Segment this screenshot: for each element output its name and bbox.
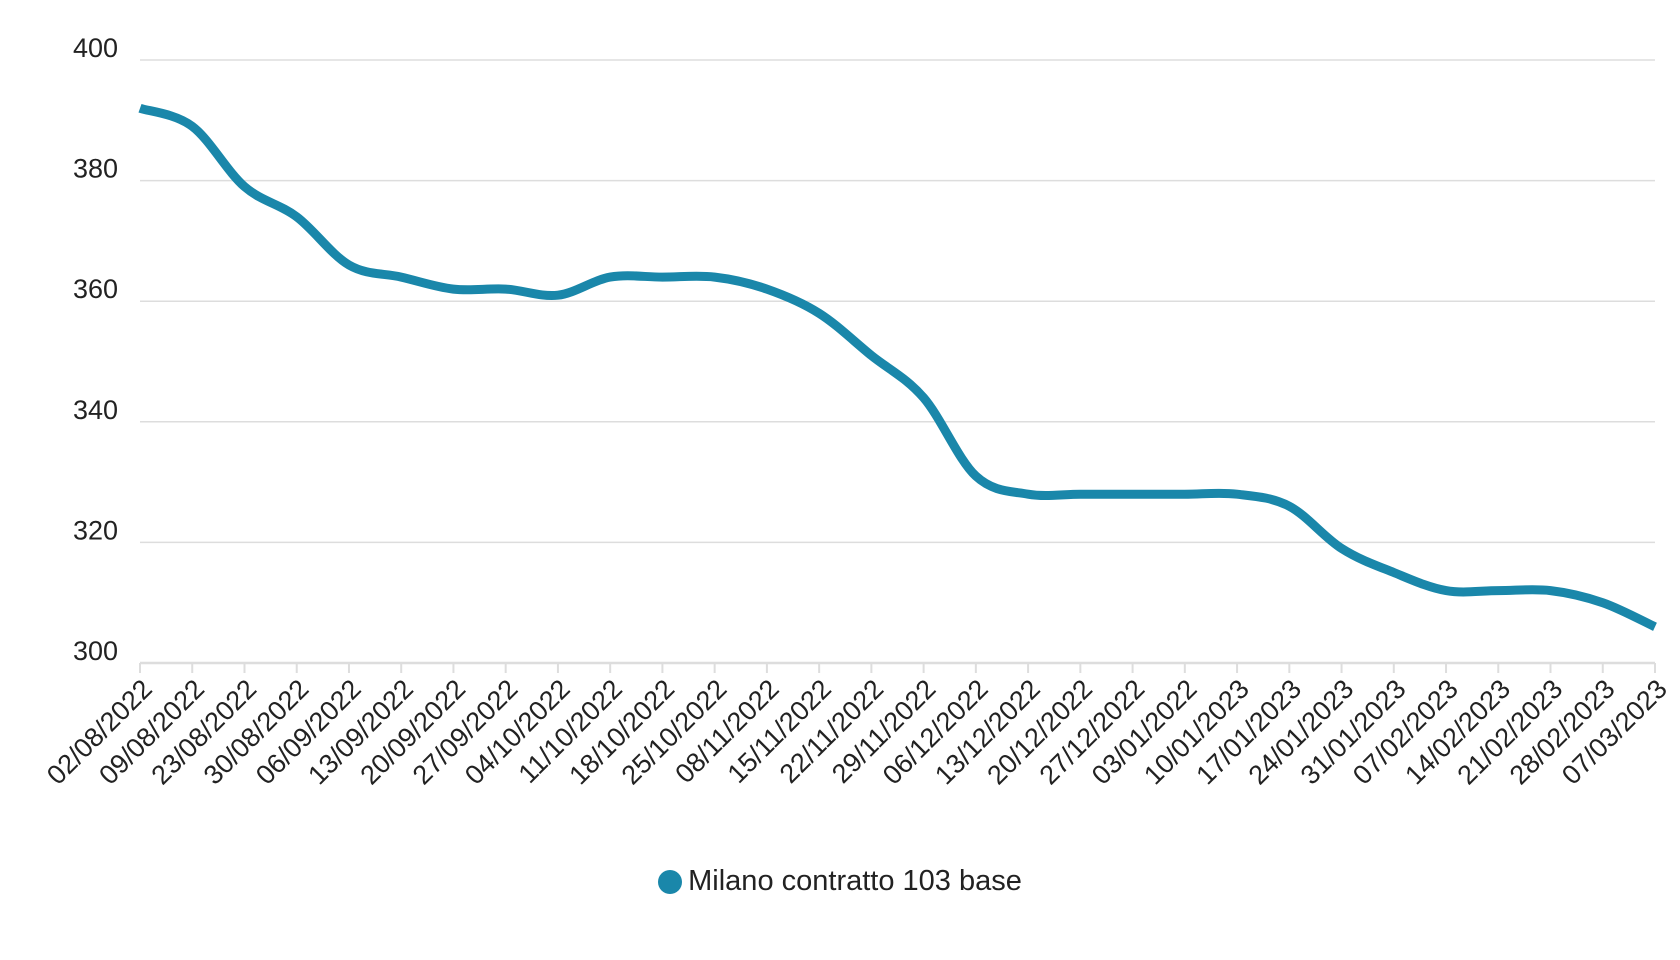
data-point	[658, 273, 666, 281]
legend-label: Milano contratto 103 base	[688, 865, 1022, 897]
data-point	[240, 183, 248, 191]
legend-swatch	[658, 869, 683, 894]
data-point	[1233, 490, 1241, 498]
data-point	[606, 273, 614, 281]
data-point	[1494, 587, 1502, 595]
x-axis-labels: 02/08/202209/08/202223/08/202230/08/2022…	[41, 674, 1673, 791]
data-point	[867, 351, 875, 359]
x-axis-ticks	[139, 663, 1656, 673]
data-point	[1651, 623, 1659, 631]
data-point	[1076, 490, 1084, 498]
data-point	[1285, 502, 1293, 510]
data-point	[711, 273, 719, 281]
data-point	[1338, 544, 1346, 552]
data-point	[1390, 569, 1398, 577]
data-point	[1547, 587, 1555, 595]
data-point	[397, 273, 405, 281]
y-tick-label: 300	[73, 636, 118, 666]
data-point	[972, 472, 980, 480]
series-layer	[136, 103, 1659, 631]
data-point	[345, 261, 353, 269]
data-point	[188, 122, 196, 130]
data-point	[449, 285, 457, 293]
y-tick-label: 380	[73, 154, 118, 184]
y-tick-label: 400	[73, 33, 118, 63]
data-point	[815, 309, 823, 317]
y-tick-label: 340	[73, 395, 118, 425]
data-point	[763, 285, 771, 293]
data-point	[1024, 490, 1032, 498]
series-line-milano-contratto-103-base	[138, 103, 1657, 631]
y-tick-label: 320	[73, 515, 118, 545]
data-point	[502, 285, 510, 293]
grid-layer	[140, 59, 1655, 665]
legend: Milano contratto 103 base	[0, 865, 1680, 898]
data-point	[920, 394, 928, 402]
data-point	[1181, 490, 1189, 498]
data-point	[554, 291, 562, 299]
data-point	[1442, 587, 1450, 595]
y-tick-label: 360	[73, 274, 118, 304]
y-axis-labels: 300 320 340 360 380 400	[73, 33, 118, 666]
data-point	[1129, 490, 1137, 498]
line-chart: 300 320 340 360 380 400 02/08/202209/08/20222…	[41, 33, 1673, 791]
data-point	[136, 104, 144, 112]
data-point	[293, 213, 301, 221]
data-point	[1599, 599, 1607, 607]
